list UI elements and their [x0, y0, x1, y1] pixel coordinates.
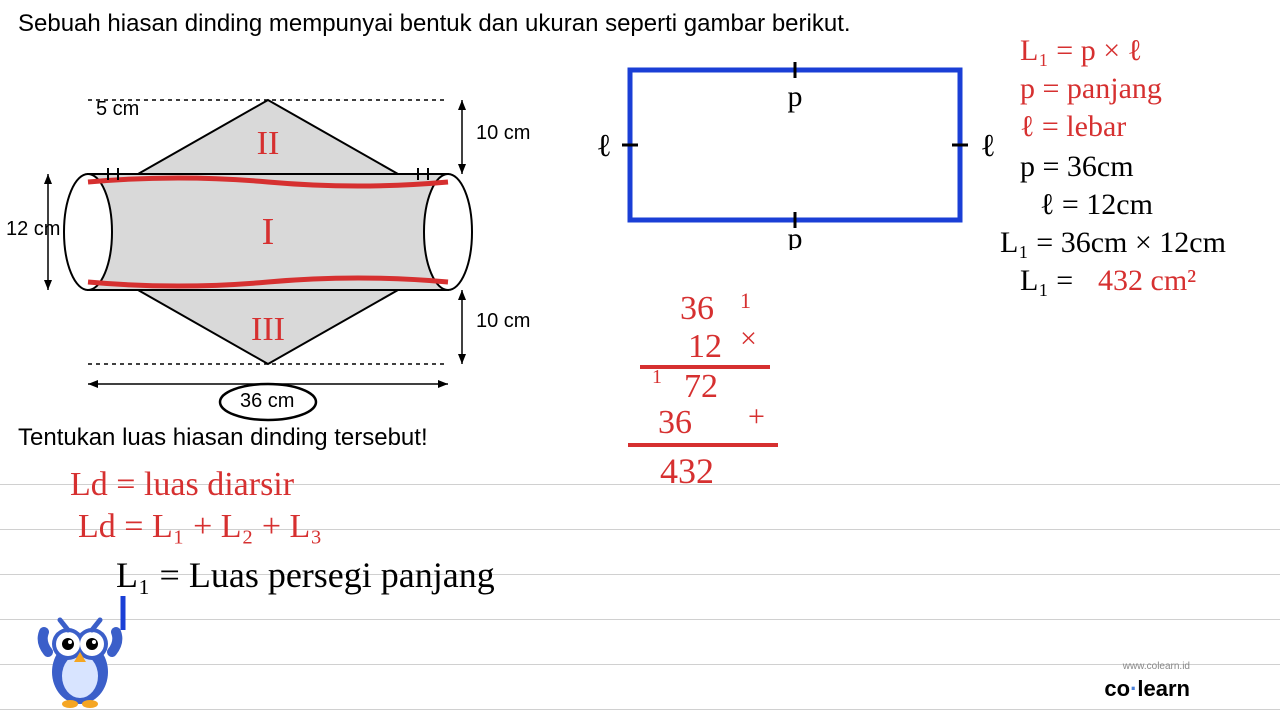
dim-5cm: 5 cm [96, 98, 139, 121]
dim-10cm-bot: 10 cm [476, 310, 530, 333]
dim-12cm: 12 cm [6, 218, 60, 241]
li-result-label: L₁ = [1020, 264, 1073, 298]
li-result-value: 432 cm² [1098, 264, 1196, 298]
formula-p-panjang: p = panjang [1020, 72, 1162, 106]
ld-sum: Ld = L₁ + L₂ + L₃ [78, 508, 322, 546]
rectangle-diagram: p p ℓ ℓ [590, 60, 1000, 250]
li-calc: L₁ = 36cm × 12cm [1000, 226, 1226, 260]
svg-text:p: p [788, 80, 803, 113]
dim-10cm-top: 10 cm [476, 122, 530, 145]
svg-text:ℓ: ℓ [980, 127, 995, 163]
brand-learn: learn [1137, 676, 1190, 701]
problem-line1: Sebuah hiasan dinding mempunyai bentuk d… [18, 10, 851, 38]
ld-def: Ld = luas diarsir [70, 466, 294, 504]
formula-l-lebar: ℓ = lebar [1020, 110, 1126, 144]
owl-mascot [30, 602, 130, 712]
svg-text:I: I [262, 211, 275, 253]
svg-text:ℓ: ℓ [596, 127, 611, 163]
brand-co: co [1104, 676, 1130, 701]
dim-36cm: 36 cm [240, 390, 294, 413]
val-p-36: p = 36cm [1020, 150, 1134, 184]
li-persegi: L₁ = Luas persegi panjang [116, 554, 495, 596]
brand-url: www.colearn.id [1123, 661, 1190, 672]
svg-text:II: II [257, 125, 280, 162]
svg-text:III: III [251, 311, 285, 348]
problem-line2: Tentukan luas hiasan dinding tersebut! [18, 424, 428, 452]
val-l-12: ℓ = 12cm [1040, 188, 1153, 222]
geometry-diagram: II I III [18, 44, 478, 424]
formula-li-pl: L₁ = p × ℓ [1020, 34, 1142, 68]
brand-logo: co·learn [1104, 676, 1190, 702]
